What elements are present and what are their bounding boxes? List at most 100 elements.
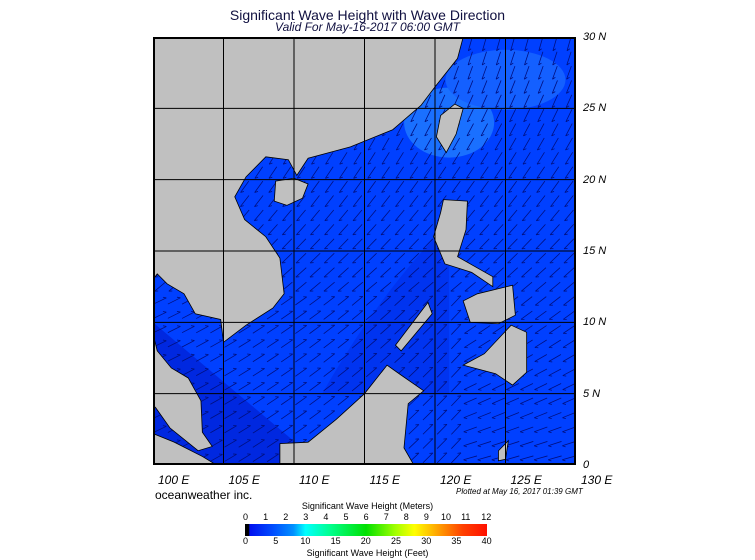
wave-arrow bbox=[496, 37, 501, 52]
wave-arrow bbox=[295, 324, 307, 334]
wave-arrow bbox=[481, 94, 488, 108]
wave-arrow bbox=[551, 108, 559, 123]
wave-arrow bbox=[538, 51, 544, 66]
wave-arrow bbox=[408, 295, 420, 307]
wave-arrow bbox=[535, 281, 547, 292]
wave-arrow bbox=[352, 195, 363, 207]
wave-arrow bbox=[338, 252, 349, 264]
wave-arrow bbox=[493, 195, 504, 207]
legend-meters-title: Significant Wave Height (Meters) bbox=[301, 501, 434, 511]
wave-arrow bbox=[565, 137, 573, 151]
wave-arrow bbox=[534, 397, 548, 405]
wave-arrow bbox=[351, 310, 364, 320]
wave-arrow bbox=[181, 325, 195, 334]
wave-arrow bbox=[535, 252, 547, 264]
wave-arrow bbox=[253, 209, 264, 222]
legend-feet-tick: 40 bbox=[481, 536, 492, 546]
wave-arrow bbox=[436, 423, 448, 435]
wave-arrow bbox=[352, 252, 363, 264]
wave-arrow bbox=[424, 108, 432, 123]
wave-arrow bbox=[493, 224, 504, 236]
wave-arrow bbox=[563, 224, 574, 236]
wave-arrow bbox=[337, 296, 350, 306]
map-frame bbox=[153, 37, 576, 465]
wave-map bbox=[153, 37, 576, 465]
wave-arrow bbox=[522, 166, 531, 179]
wave-arrow bbox=[467, 80, 474, 94]
wave-arrow bbox=[210, 353, 223, 362]
wave-arrow bbox=[408, 438, 420, 449]
wave-arrow bbox=[351, 324, 364, 335]
wave-arrow bbox=[238, 367, 251, 377]
land bbox=[153, 37, 464, 452]
wave-arrow bbox=[550, 209, 560, 222]
wave-arrow bbox=[509, 94, 516, 108]
wave-arrow bbox=[507, 267, 519, 278]
wave-arrow bbox=[351, 381, 364, 392]
legend-feet-tick: 0 bbox=[243, 536, 249, 546]
wave-arrow bbox=[295, 367, 307, 377]
wave-arrow bbox=[494, 180, 503, 193]
wave-arrow bbox=[491, 426, 506, 434]
wave-arrow bbox=[507, 252, 518, 264]
legend-meter-tick: 8 bbox=[403, 512, 409, 522]
wave-arrow bbox=[408, 281, 420, 292]
wave-arrow bbox=[451, 309, 462, 321]
wave-arrow bbox=[167, 325, 181, 333]
wave-arrow bbox=[280, 382, 293, 391]
wave-arrow bbox=[224, 453, 237, 462]
wave-arrow bbox=[408, 367, 420, 378]
wave-arrow bbox=[338, 180, 348, 193]
wave-arrow bbox=[280, 324, 293, 334]
wave-arrow bbox=[422, 295, 434, 307]
wave-arrow bbox=[477, 397, 491, 405]
wave-arrow bbox=[394, 252, 406, 264]
legend-meter-tick: 11 bbox=[461, 512, 471, 522]
wave-arrow bbox=[238, 396, 251, 405]
wave-arrow bbox=[422, 224, 433, 236]
wave-arrow bbox=[451, 366, 462, 378]
land bbox=[153, 433, 218, 465]
wave-arrow bbox=[523, 123, 531, 137]
wave-arrow bbox=[367, 137, 376, 151]
wave-arrow bbox=[268, 209, 278, 222]
wave-arrow bbox=[436, 438, 448, 449]
wave-arrow bbox=[480, 152, 489, 165]
wave-arrow bbox=[352, 224, 363, 236]
wave-arrow bbox=[394, 281, 406, 292]
wave-arrow bbox=[534, 325, 547, 334]
wave-arrow bbox=[410, 123, 418, 137]
legend-feet-tick: 25 bbox=[391, 536, 402, 546]
wave-arrow bbox=[466, 137, 475, 151]
wave-arrow bbox=[210, 396, 223, 405]
lat-label: 10 N bbox=[583, 316, 607, 329]
wave-arrow bbox=[522, 137, 531, 151]
wave-arrow bbox=[562, 354, 576, 363]
wave-arrow bbox=[505, 426, 520, 434]
wave-arrow bbox=[338, 238, 349, 250]
wave-arrow bbox=[492, 267, 504, 278]
wave-arrow bbox=[309, 252, 321, 264]
wave-arrow bbox=[537, 65, 544, 80]
wave-arrow bbox=[280, 396, 293, 406]
wave-arrow bbox=[551, 137, 559, 151]
wave-arrow bbox=[408, 238, 420, 250]
wave-arrow bbox=[280, 353, 293, 363]
wave-arrow bbox=[548, 426, 562, 434]
wave-arrow bbox=[478, 339, 491, 349]
wave-arrow bbox=[196, 339, 209, 348]
wave-arrow bbox=[536, 180, 546, 193]
wave-arrow bbox=[422, 338, 434, 349]
wave-arrow bbox=[280, 424, 293, 434]
lon-label: 115 E bbox=[369, 473, 400, 487]
wave-arrow bbox=[465, 224, 476, 236]
wave-arrow bbox=[549, 267, 561, 278]
wave-arrow bbox=[181, 368, 195, 376]
wave-arrow bbox=[508, 152, 517, 165]
wave-arrow bbox=[562, 397, 576, 405]
lat-label: 20 N bbox=[583, 173, 607, 186]
wave-arrow bbox=[466, 108, 474, 123]
wave-arrow bbox=[266, 382, 279, 391]
wave-arrow bbox=[266, 410, 279, 420]
wave-arrow bbox=[549, 296, 561, 306]
